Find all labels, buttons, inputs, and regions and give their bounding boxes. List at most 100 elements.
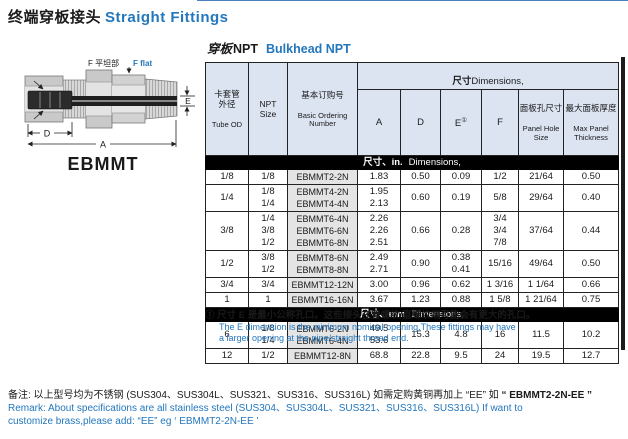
header-dimensions-group: 尺寸Dimensions, — [356, 62, 620, 90]
cell-max-panel: 0.50 — [562, 169, 620, 185]
dim-a-label: A — [100, 140, 106, 150]
footnote-en-line1: The E dimension is the minimum nominal o… — [219, 322, 516, 332]
cell-tube-od: 1/4 — [205, 184, 249, 212]
cell-a: 68.8 — [357, 348, 401, 364]
cell-tube-od: 1/8 — [205, 169, 249, 185]
cell-a: 49.5 53.6 — [357, 321, 401, 349]
cell-d: 0.66 — [400, 211, 441, 251]
footnote-zh: ① 尺寸 E 是最小公称孔口。这些接头在管螺纹/直螺纹端可能会有更大的孔口。 — [205, 310, 536, 321]
cell-d: 0.50 — [400, 169, 441, 185]
cell-tube-od: 12 — [205, 348, 249, 364]
cell-panel-hole: 29/64 — [518, 184, 564, 212]
cell-tube-od: 1/2 — [205, 250, 249, 278]
cell-d: 0.96 — [400, 277, 441, 293]
cell-npt-size: 1/2 — [248, 348, 288, 364]
dim-a — [27, 120, 177, 147]
top-rule — [197, 0, 628, 1]
cell-e: 0.62 — [440, 277, 482, 293]
page-title-en: Straight Fittings — [105, 9, 229, 26]
cell-npt-size: 1/4 3/8 1/2 — [248, 211, 288, 251]
page-title-zh: 终端穿板接头 — [8, 9, 102, 26]
cell-panel-hole: 37/64 — [518, 211, 564, 251]
cell-a: 3.67 — [357, 292, 401, 308]
table-row: 3/4 3/4 EBMMT12-12N 3.00 0.96 0.62 1 3/1… — [205, 277, 620, 293]
cell-a: 2.49 2.71 — [357, 250, 401, 278]
footnote: ① 尺寸 E 是最小公称孔口。这些接头在管螺纹/直螺纹端可能会有更大的孔口。 T… — [205, 310, 535, 343]
table-row: 12 1/2 EBMMT12-8N 68.8 22.8 9.5 24 19.5 … — [205, 348, 620, 364]
cell-npt-size: 1/8 — [248, 169, 288, 185]
cell-f: 5/8 — [481, 184, 519, 212]
cell-tube-od: 3/8 — [205, 211, 249, 251]
tube — [27, 90, 73, 110]
cell-a: 1.83 — [357, 169, 401, 185]
remark-zh: 备注: 以上型号均为不锈钢 (SUS304、SUS304L、SUS321、SUS… — [8, 390, 593, 401]
spec-table-wrap: 卡套管 外径 Tube OD NPT Size 基本订购号 Basic Orde… — [204, 62, 620, 364]
dim-e-label: E — [185, 96, 191, 106]
header-col-f: F — [481, 89, 519, 156]
header-col-panel-hole: 面板孔尺寸 Panel Hole Size — [518, 89, 564, 156]
cell-ordering-number: EBMMT6-4N EBMMT6-6N EBMMT6-8N — [287, 211, 358, 251]
subtitle-zh: 穿板 — [207, 42, 233, 56]
cell-panel-hole: 21/64 — [518, 169, 564, 185]
cell-ordering-number: EBMMT12-12N — [287, 277, 358, 293]
header-col-a: A — [357, 89, 401, 156]
cell-f: 16 — [481, 321, 519, 349]
remark-en-line1: Remark: About specifications are all sta… — [8, 403, 523, 414]
cell-a: 1.95 2.13 — [357, 184, 401, 212]
cell-tube-od: 3/4 — [205, 277, 249, 293]
cell-f: 1/2 — [481, 169, 519, 185]
cell-max-panel: 0.75 — [562, 292, 620, 308]
cell-panel-hole: 1 1/64 — [518, 277, 564, 293]
cell-f: 24 — [481, 348, 519, 364]
cell-e: 4.8 — [440, 321, 482, 349]
cell-panel-hole: 19.5 — [518, 348, 564, 364]
header-col-e: E① — [440, 89, 482, 156]
diagram-caption: EBMMT — [68, 154, 139, 174]
cell-e: 0.28 — [440, 211, 482, 251]
header-col-d: D — [400, 89, 441, 156]
cell-d: 0.60 — [400, 184, 441, 212]
f-flat-label-zh: F 平坦部 — [88, 58, 119, 68]
header-col-max-panel: 最大面板厚度 Max Panel Thickness — [562, 89, 620, 156]
subtitle-en: Bulkhead NPT — [266, 42, 351, 56]
section-row-inches: 尺寸、in. Dimensions, — [204, 155, 620, 170]
header-tube-od: 卡套管 外径 Tube OD — [205, 62, 249, 156]
footnote-en-line2: a larger opening at the pipe/straight th… — [219, 332, 409, 343]
f-flat-label-en: F flat — [133, 59, 152, 68]
cell-max-panel: 0.66 — [562, 277, 620, 293]
cell-panel-hole: 1 21/64 — [518, 292, 564, 308]
cell-f: 15/16 — [481, 250, 519, 278]
cell-ordering-number: EBMMT8-6N EBMMT8-8N — [287, 250, 358, 278]
cell-d: 22.8 — [400, 348, 441, 364]
cell-max-panel: 12.7 — [562, 348, 620, 364]
table-row: 1/4 1/8 1/4 EBMMT4-2N EBMMT4-4N 1.95 2.1… — [205, 184, 620, 212]
cell-e: 0.38 0.41 — [440, 250, 482, 278]
ferrule-arrow-bottom — [33, 110, 44, 120]
table-row: 1/8 1/8 EBMMT2-2N 1.83 0.50 0.09 1/2 21/… — [205, 169, 620, 185]
header-ordering-number: 基本订购号 Basic Ordering Number — [287, 62, 358, 156]
remark: 备注: 以上型号均为不锈钢 (SUS304、SUS304L、SUS321、SUS… — [8, 389, 608, 428]
page-edge-bar — [621, 57, 625, 350]
cell-panel-hole: 49/64 — [518, 250, 564, 278]
cell-d: 1.23 — [400, 292, 441, 308]
cell-ordering-number: EBMMT12-8N — [287, 348, 358, 364]
table-row: 1 1 EBMMT16-16N 3.67 1.23 0.88 1 5/8 1 2… — [205, 292, 620, 308]
fitting-diagram: F 平坦部 F flat E D A EBMMT — [24, 58, 195, 174]
cell-e: 9.5 — [440, 348, 482, 364]
cell-a: 3.00 — [357, 277, 401, 293]
cell-ordering-number: EBMMT16-16N — [287, 292, 358, 308]
cell-f: 1 3/16 — [481, 277, 519, 293]
ferrule-arrow-top — [33, 80, 44, 90]
header-npt-size: NPT Size — [248, 62, 288, 156]
cell-ordering-number: EBMMT6-2N EBMMT6-4N — [287, 321, 358, 349]
section-subtitle: 穿板NPT Bulkhead NPT — [207, 38, 351, 57]
cell-max-panel: 0.50 — [562, 250, 620, 278]
subtitle-npt: NPT — [233, 42, 259, 56]
cell-f: 3/4 3/4 7/8 — [481, 211, 519, 251]
cell-npt-size: 3/8 1/2 — [248, 250, 288, 278]
cell-f: 1 5/8 — [481, 292, 519, 308]
cell-d: 0.90 — [400, 250, 441, 278]
cell-e: 0.09 — [440, 169, 482, 185]
dim-d-label: D — [44, 129, 51, 139]
